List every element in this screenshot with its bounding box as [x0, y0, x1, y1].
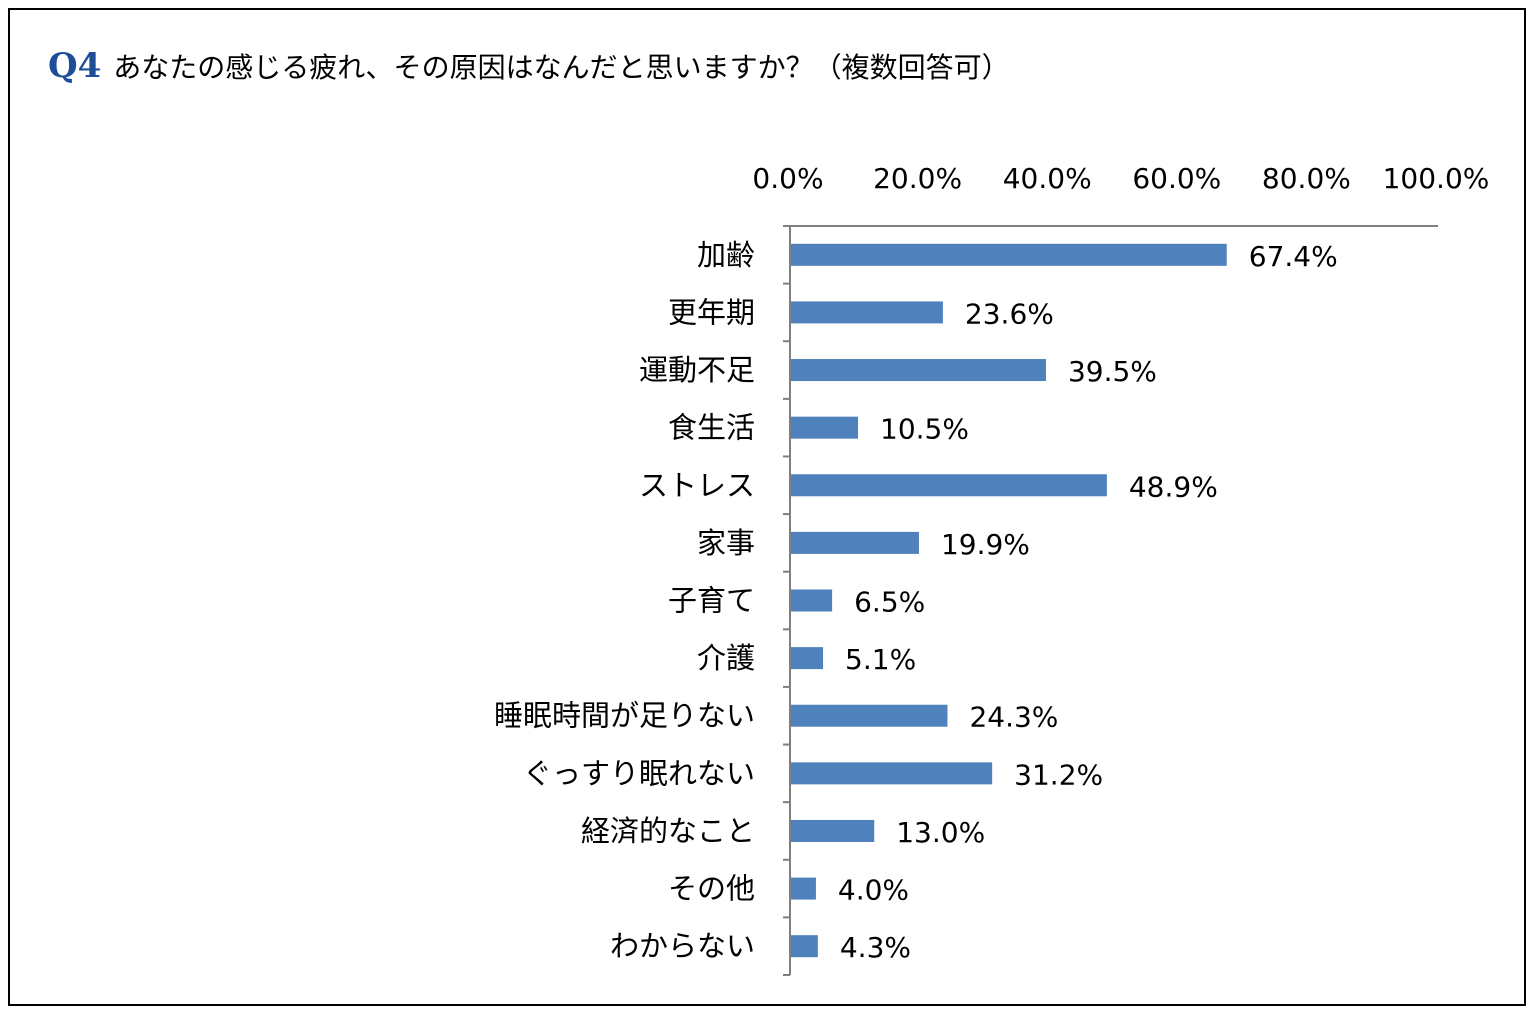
x-tick-label: 80.0% — [1262, 162, 1351, 195]
bar — [791, 877, 816, 900]
category-label: 介護 — [697, 641, 755, 675]
category-label: 睡眠時間が足りない — [494, 699, 755, 733]
bar — [791, 243, 1227, 266]
category-label: 更年期 — [668, 295, 755, 329]
category-label: 子育て — [668, 584, 755, 618]
category-label: その他 — [668, 872, 755, 906]
bar — [791, 819, 875, 842]
bar — [791, 359, 1046, 382]
category-label: 家事 — [697, 526, 755, 560]
category-label: 経済的なこと — [581, 814, 755, 848]
bar — [791, 647, 824, 670]
value-label: 48.9% — [1129, 470, 1218, 503]
value-label: 31.2% — [1014, 758, 1103, 791]
value-label: 23.6% — [965, 297, 1054, 330]
question-number: Q4 — [48, 46, 102, 86]
question-text: あなたの感じる疲れ、その原因はなんだと思いますか？（複数回答可） — [113, 51, 1010, 84]
bar — [791, 474, 1107, 497]
bar — [791, 704, 948, 727]
bar — [791, 762, 993, 785]
value-label: 19.9% — [941, 528, 1030, 561]
category-label: 加齢 — [697, 238, 755, 272]
chart-frame — [8, 8, 1526, 1006]
value-label: 4.0% — [838, 874, 909, 907]
category-label: ストレス — [639, 468, 755, 502]
x-tick-label: 100.0% — [1383, 162, 1490, 195]
bar — [791, 935, 818, 958]
value-label: 13.0% — [896, 816, 985, 849]
x-tick-label: 40.0% — [1003, 162, 1092, 195]
value-label: 10.5% — [880, 413, 969, 446]
x-tick-label: 60.0% — [1132, 162, 1221, 195]
category-label: 運動不足 — [639, 353, 755, 387]
category-label: ぐっすり眠れない — [523, 756, 755, 790]
value-label: 67.4% — [1249, 240, 1338, 273]
value-label: 4.3% — [840, 931, 911, 964]
value-label: 6.5% — [854, 586, 925, 619]
x-tick-label: 0.0% — [752, 162, 823, 195]
bar — [791, 416, 859, 439]
category-label: 食生活 — [668, 411, 755, 445]
value-label: 5.1% — [845, 643, 916, 676]
chart-title: Q4 あなたの感じる疲れ、その原因はなんだと思いますか？（複数回答可） — [48, 46, 1010, 90]
category-label: わからない — [610, 929, 755, 963]
x-tick-label: 20.0% — [873, 162, 962, 195]
bar — [791, 589, 833, 612]
bar — [791, 301, 943, 324]
value-label: 24.3% — [969, 701, 1058, 734]
bar — [791, 531, 919, 554]
value-label: 39.5% — [1068, 355, 1157, 388]
